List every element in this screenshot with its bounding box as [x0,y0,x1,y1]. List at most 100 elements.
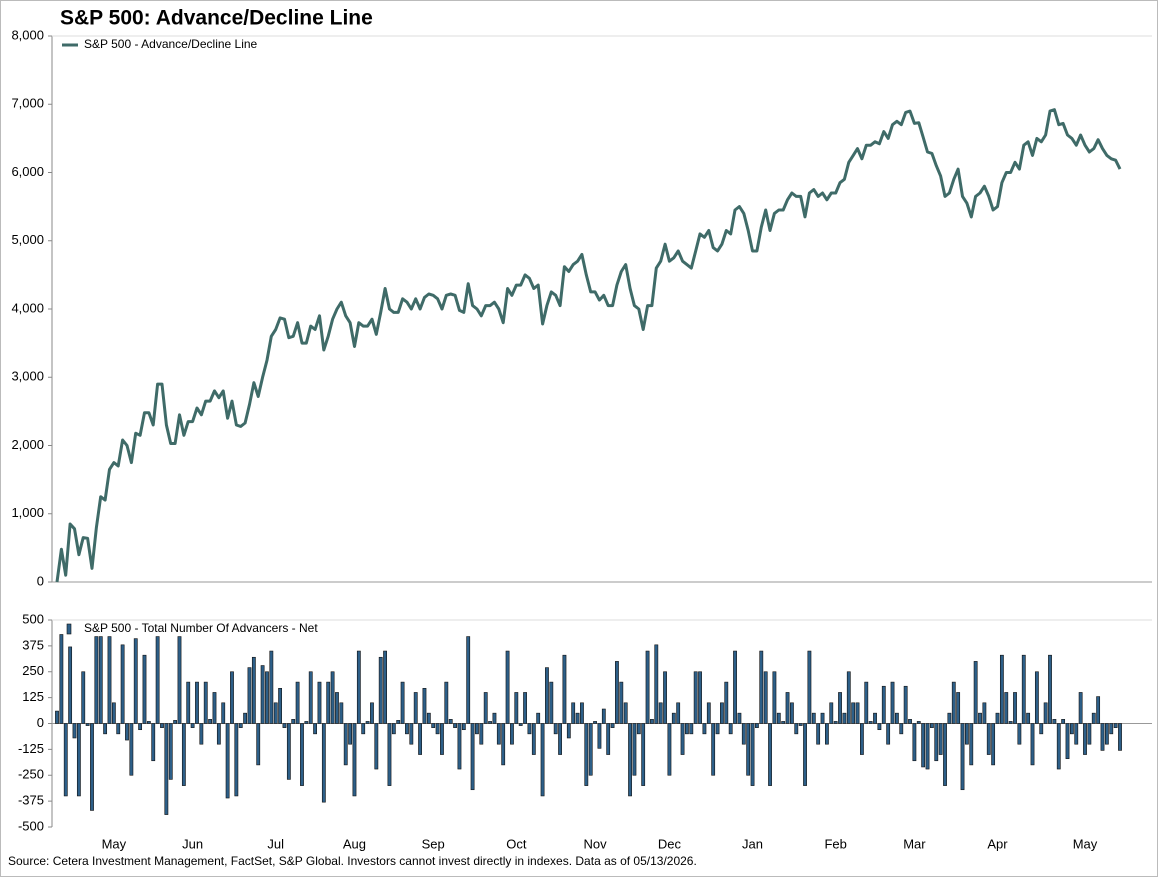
bar [300,723,304,786]
bar [1065,723,1070,759]
x-tick-label: Jan [742,836,763,851]
bar [76,723,81,797]
bar [142,654,147,724]
bar [908,719,912,724]
bar [216,723,221,745]
bar [1052,719,1057,724]
bar [1118,723,1122,751]
bar [55,710,59,724]
bar [938,723,943,755]
legend-label: S&P 500 - Advance/Decline Line [84,37,258,51]
bar [593,721,597,724]
bar [440,723,444,755]
bar [431,723,436,728]
bar [929,723,934,728]
bar [160,723,164,728]
bar [663,671,667,724]
x-tick-label: Aug [343,836,366,851]
bar [295,681,300,724]
bar [343,723,348,766]
bar [181,723,186,786]
bar [466,636,471,724]
bar [759,650,764,724]
bar [400,681,405,724]
bar [1109,723,1114,735]
bar [1017,723,1022,745]
bar [365,721,370,724]
bar [260,665,265,724]
y-tick-label: 250 [22,663,44,678]
bar [606,723,611,755]
bar [523,692,527,724]
bar [768,723,772,786]
bar [146,721,151,724]
bar [811,712,816,724]
bar [483,692,488,724]
bar [741,723,746,745]
bar [317,681,322,724]
bar [116,723,121,735]
x-tick-label: Jun [182,836,203,851]
bar [1039,723,1044,735]
bar [335,692,339,724]
bar [781,721,786,724]
x-tick-label: May [102,836,127,851]
bar [186,681,191,724]
bar [378,656,383,724]
bar [881,685,886,724]
bar [409,723,414,745]
bar [348,723,352,745]
bar [177,636,182,724]
bar [356,650,361,724]
bar [68,646,73,724]
bar [426,712,431,724]
bar [90,723,94,811]
bar [1021,654,1026,724]
bar [238,723,243,728]
bar [916,721,921,724]
bar [1091,712,1096,724]
bar [225,723,230,799]
bar [448,719,453,724]
bar [728,723,733,735]
bar [278,688,282,724]
bar [190,723,195,728]
bar [195,681,199,724]
bar [1056,723,1061,770]
y-tick-label: 4,000 [11,300,44,315]
bar [505,650,510,724]
bar [545,667,549,724]
bar [413,692,418,724]
bar [615,661,619,724]
bar [479,723,484,745]
bar [575,712,580,724]
bar [715,723,720,735]
bar [536,712,541,724]
bar [405,723,409,735]
y-tick-label: 7,000 [11,96,44,111]
bar [540,723,545,797]
chart-title: S&P 500: Advance/Decline Line [60,7,373,30]
bar [383,650,387,724]
y-tick-label: 375 [22,637,44,652]
bar [173,720,178,724]
bar [1078,692,1083,724]
bar [763,671,768,724]
bar [960,723,965,791]
bar [868,721,873,724]
bar [326,681,331,724]
bar [251,656,256,724]
bar [313,723,317,735]
bar [733,650,737,724]
bar [1034,671,1039,724]
bar [1104,723,1109,745]
bar [676,702,681,724]
bar [693,671,698,724]
bar [816,723,821,745]
bar [571,702,576,724]
bar [308,671,313,724]
bar [580,702,584,724]
bar [212,692,217,724]
bar [969,723,974,766]
